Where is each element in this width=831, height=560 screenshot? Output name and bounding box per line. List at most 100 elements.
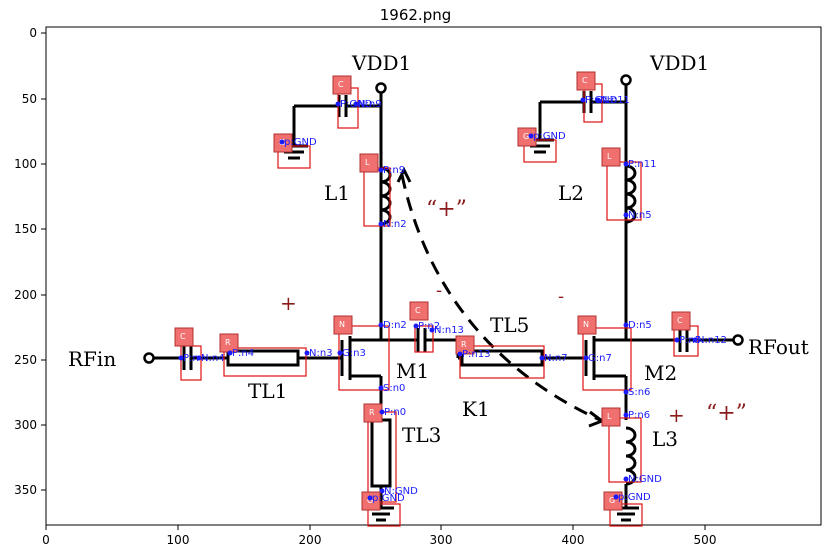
annotation-tag bbox=[517, 127, 537, 147]
pin-label: N:GND bbox=[628, 474, 662, 485]
annotation-tag-label: L bbox=[607, 412, 612, 421]
annotation-tag-label: L bbox=[365, 158, 370, 167]
pin-dot bbox=[583, 355, 589, 361]
m2-label: M2 bbox=[644, 361, 677, 385]
annotation-tag-label: C bbox=[180, 332, 186, 341]
svg-text:-: - bbox=[558, 286, 564, 307]
axis-ticks: 0 100 200 300 400 500 0 50 100 150 200 250 300 350 bbox=[14, 26, 716, 547]
x-tick-label: 500 bbox=[694, 533, 717, 547]
pin-label: N:GND bbox=[384, 486, 418, 497]
pin-dot bbox=[335, 101, 341, 107]
x-tick-label: 400 bbox=[562, 533, 585, 547]
y-tick-label: 200 bbox=[14, 288, 37, 302]
pin-label: P:n0 bbox=[384, 407, 406, 418]
pin-dot bbox=[623, 322, 629, 328]
annotation-tag-label: R bbox=[369, 408, 375, 417]
pin-dot bbox=[196, 355, 202, 361]
annotation-tag-label: C bbox=[582, 76, 588, 85]
annotation-box bbox=[582, 327, 632, 391]
figure-title: 1962.png bbox=[379, 6, 452, 24]
annotation-tag-label: R bbox=[225, 338, 231, 347]
pin-dot bbox=[379, 488, 385, 494]
pin-dot bbox=[457, 351, 463, 357]
annotation-tag bbox=[409, 301, 429, 321]
pin-label: G:n3 bbox=[342, 348, 366, 359]
pin-dot bbox=[692, 337, 698, 343]
pin-label: P:n13 bbox=[462, 349, 490, 360]
pin-label: D:n2 bbox=[383, 320, 407, 331]
m1-label: M1 bbox=[396, 359, 429, 383]
y-tick-label: 0 bbox=[29, 26, 37, 40]
y-tick-label: 250 bbox=[14, 353, 37, 367]
pin-label: p:GND bbox=[284, 137, 317, 148]
annotation-box bbox=[523, 139, 557, 163]
y-tick-label: 100 bbox=[14, 157, 37, 171]
annotation-box bbox=[367, 503, 401, 527]
pin-dot bbox=[613, 494, 619, 500]
pin-label: p:GND bbox=[372, 493, 405, 504]
annotation-tag-label: C bbox=[677, 316, 683, 325]
l1-label: L1 bbox=[324, 181, 350, 205]
pin-dot bbox=[623, 212, 629, 218]
annotation-tag bbox=[601, 147, 621, 167]
annotation-tag-label: R bbox=[461, 340, 467, 349]
pin-label: N:n11 bbox=[600, 95, 630, 106]
pin-dot bbox=[353, 101, 359, 107]
pin-dot bbox=[623, 412, 629, 418]
pin-label: N:n9 bbox=[358, 99, 382, 110]
annotation-tag-label: G bbox=[367, 496, 373, 505]
pin-dot bbox=[367, 495, 373, 501]
y-tick-label: 300 bbox=[14, 418, 37, 432]
pin-dot bbox=[580, 97, 586, 103]
annotation-tag bbox=[361, 491, 381, 511]
plot-frame bbox=[45, 26, 822, 526]
annotation-box bbox=[277, 145, 311, 169]
annotation-tag-label: C bbox=[338, 80, 344, 89]
annotation-box bbox=[608, 417, 642, 483]
l2-label: L2 bbox=[558, 181, 584, 205]
pin-label: P:n5 bbox=[679, 335, 701, 346]
pin-label: P:n11 bbox=[628, 159, 656, 170]
pin-label: N:n7 bbox=[544, 353, 568, 364]
pin-dot bbox=[623, 161, 629, 167]
pin-label: N:n3 bbox=[309, 348, 333, 359]
pin-dot bbox=[178, 355, 184, 361]
x-tick-label: 200 bbox=[299, 533, 322, 547]
annotation-tag bbox=[174, 327, 194, 347]
annotation-box bbox=[414, 325, 434, 353]
pin-label: P:n6 bbox=[628, 410, 650, 421]
pin-label: P:n2 bbox=[418, 321, 440, 332]
pin-dot bbox=[378, 167, 384, 173]
annotation-tag-label: C bbox=[415, 306, 421, 315]
annotation-tag-label: N bbox=[583, 320, 589, 329]
pin-dot bbox=[378, 221, 384, 227]
pin-dot bbox=[595, 97, 601, 103]
pin-label: G:n7 bbox=[588, 353, 612, 364]
tl3-label: TL3 bbox=[402, 423, 441, 447]
pin-label: N:n2 bbox=[383, 219, 407, 230]
pin-label: P:n4 bbox=[232, 348, 254, 359]
pin-label: P:n bbox=[183, 353, 199, 364]
vdd1-right-label: VDD1 bbox=[649, 51, 709, 75]
x-tick-label: 100 bbox=[167, 533, 190, 547]
pin-label: N:n5 bbox=[628, 210, 652, 221]
tl5-label: TL5 bbox=[490, 313, 529, 337]
pin-dot bbox=[429, 327, 435, 333]
schematic: + + - - bbox=[143, 74, 744, 522]
y-tick-label: 350 bbox=[14, 483, 37, 497]
svg-text:+: + bbox=[280, 291, 297, 315]
l3-label: L3 bbox=[652, 427, 678, 451]
rfin-label: RFin bbox=[68, 347, 116, 371]
annotation-tag bbox=[333, 315, 353, 335]
annotation-tag bbox=[601, 407, 621, 427]
y-tick-label: 150 bbox=[14, 222, 37, 236]
pin-label: N:n13 bbox=[434, 325, 464, 336]
x-tick-label: 300 bbox=[430, 533, 453, 547]
pin-dot bbox=[337, 350, 343, 356]
annotation-box bbox=[338, 325, 390, 391]
pin-label: p:GND bbox=[533, 131, 566, 142]
pin-dot bbox=[413, 323, 419, 329]
dot-mark-right: “+” bbox=[706, 401, 747, 426]
pin-label: D:n5 bbox=[628, 320, 652, 331]
